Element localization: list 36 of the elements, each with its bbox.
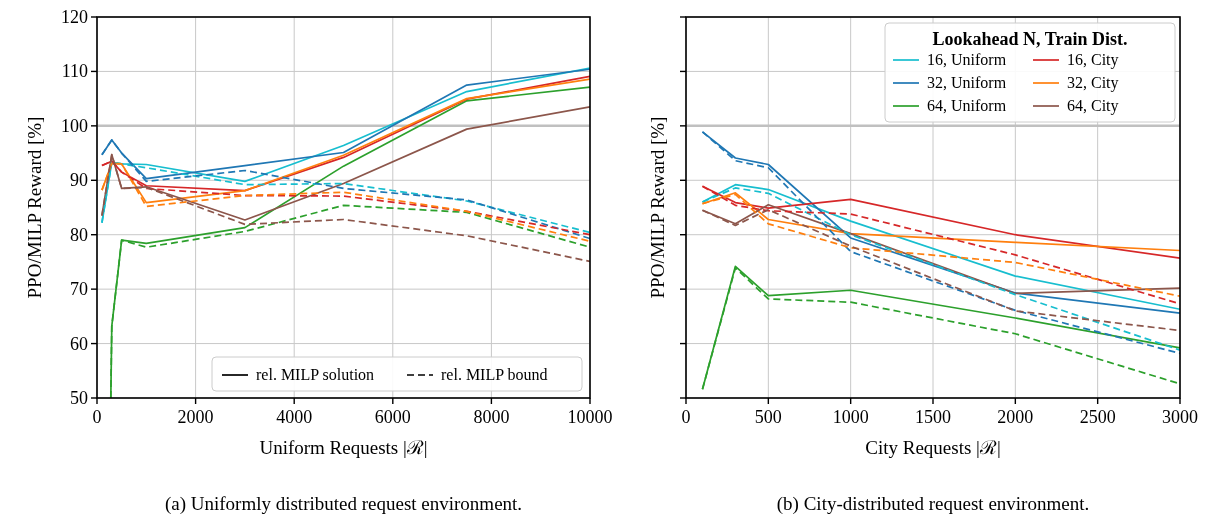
- x-tick-label: 0: [681, 407, 691, 427]
- x-tick-label: 2000: [177, 407, 214, 427]
- annotation: rel. MILP bound: [441, 366, 548, 383]
- y-tick-label: 70: [70, 279, 88, 300]
- legend-label: 32, Uniform: [927, 74, 1007, 91]
- y-tick-label: 120: [61, 7, 88, 27]
- x-tick-label: 8000: [473, 407, 510, 427]
- x-tick-label: 4000: [276, 407, 313, 427]
- x-tick-label: 10000: [567, 407, 613, 427]
- y-tick-label: 60: [70, 333, 88, 354]
- x-tick-label: 1000: [832, 407, 869, 427]
- legend-title: Lookahead N, Train Dist.: [932, 29, 1128, 49]
- y-tick-label: 90: [70, 170, 88, 191]
- legend-label: 64, Uniform: [927, 97, 1007, 114]
- x-tick-label: 0: [92, 407, 102, 427]
- legend-label: 16, Uniform: [927, 51, 1007, 68]
- x-tick-label: 1500: [915, 407, 951, 427]
- legend-label: 64, City: [1067, 97, 1119, 115]
- text: (b) City-distributed request environment.: [776, 493, 1090, 515]
- legend-label: 32, City: [1067, 74, 1119, 92]
- x-axis-title: City Requests |ℛ|: [865, 437, 1001, 458]
- y-tick-label: 50: [70, 388, 88, 408]
- x-tick-label: 6000: [374, 407, 411, 427]
- y-axis-title: PPO/MILP Reward [%]: [647, 116, 668, 299]
- text: (a) Uniformly distributed request environment.: [164, 493, 523, 515]
- annotation: rel. MILP solution: [256, 366, 375, 383]
- y-axis-title: PPO/MILP Reward [%]: [24, 116, 45, 299]
- legend-label: 16, City: [1067, 51, 1119, 69]
- y-tick-label: 110: [61, 61, 88, 82]
- x-axis-title: Uniform Requests |ℛ|: [259, 437, 428, 458]
- x-tick-label: 2000: [997, 407, 1034, 427]
- y-tick-label: 80: [70, 224, 88, 245]
- x-tick-label: 3000: [1162, 407, 1198, 427]
- y-tick-label: 100: [61, 115, 88, 136]
- x-tick-label: 2500: [1079, 407, 1116, 427]
- x-tick-label: 500: [754, 407, 782, 427]
